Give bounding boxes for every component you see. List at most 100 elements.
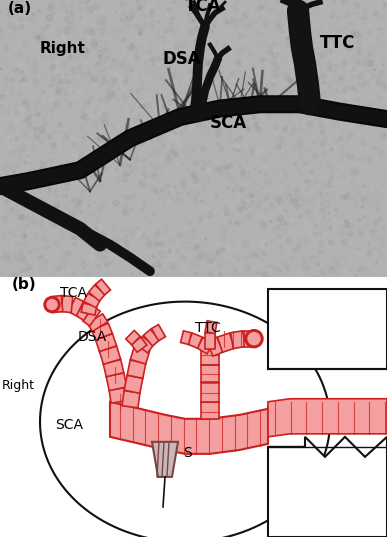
Circle shape: [88, 27, 93, 33]
Circle shape: [88, 115, 92, 119]
Circle shape: [367, 60, 373, 67]
Circle shape: [144, 108, 145, 110]
Circle shape: [218, 223, 224, 229]
Circle shape: [22, 259, 27, 265]
Circle shape: [151, 172, 157, 179]
Circle shape: [154, 259, 159, 264]
Circle shape: [334, 64, 339, 70]
Circle shape: [34, 127, 38, 131]
Circle shape: [219, 171, 224, 176]
Circle shape: [185, 76, 187, 79]
Circle shape: [39, 126, 45, 133]
Circle shape: [362, 84, 364, 86]
Circle shape: [329, 240, 333, 245]
Circle shape: [376, 120, 377, 121]
Circle shape: [11, 209, 14, 212]
Circle shape: [72, 243, 75, 245]
Circle shape: [381, 83, 386, 89]
Circle shape: [245, 109, 247, 111]
Circle shape: [83, 47, 88, 53]
Circle shape: [64, 134, 69, 139]
Circle shape: [80, 158, 85, 163]
Circle shape: [116, 190, 118, 191]
Circle shape: [278, 146, 284, 151]
Circle shape: [113, 249, 116, 252]
Circle shape: [65, 213, 68, 215]
Circle shape: [103, 47, 107, 50]
Circle shape: [29, 198, 31, 201]
Circle shape: [284, 209, 288, 213]
Circle shape: [214, 91, 219, 97]
Circle shape: [81, 115, 86, 120]
Circle shape: [296, 97, 298, 100]
Circle shape: [95, 259, 100, 264]
Circle shape: [151, 213, 154, 216]
Circle shape: [164, 197, 166, 199]
Circle shape: [363, 216, 366, 219]
Circle shape: [347, 244, 350, 246]
Polygon shape: [205, 332, 215, 349]
Circle shape: [237, 233, 241, 237]
Circle shape: [293, 66, 297, 70]
Circle shape: [34, 194, 40, 200]
Text: (b): (b): [12, 277, 37, 292]
Circle shape: [138, 124, 143, 129]
Polygon shape: [144, 329, 159, 346]
Circle shape: [342, 175, 346, 179]
Circle shape: [148, 233, 153, 238]
Circle shape: [332, 0, 335, 2]
Circle shape: [82, 37, 85, 40]
Circle shape: [161, 119, 165, 122]
Circle shape: [72, 101, 74, 103]
Circle shape: [251, 164, 252, 166]
Circle shape: [42, 256, 43, 257]
Circle shape: [234, 269, 236, 271]
Polygon shape: [81, 303, 97, 315]
Circle shape: [27, 115, 31, 119]
Circle shape: [295, 205, 299, 208]
Circle shape: [379, 262, 383, 266]
Circle shape: [354, 89, 355, 91]
Circle shape: [185, 122, 188, 126]
Circle shape: [248, 171, 250, 173]
Circle shape: [159, 75, 164, 80]
Circle shape: [228, 199, 231, 203]
Circle shape: [22, 39, 24, 41]
Circle shape: [245, 81, 250, 87]
Circle shape: [259, 95, 260, 97]
Circle shape: [309, 38, 315, 43]
Circle shape: [3, 46, 9, 52]
Circle shape: [297, 7, 300, 10]
Circle shape: [363, 9, 368, 14]
Circle shape: [55, 202, 60, 208]
Circle shape: [294, 249, 296, 251]
Circle shape: [261, 161, 267, 167]
Circle shape: [75, 238, 77, 241]
Circle shape: [311, 30, 314, 33]
Circle shape: [331, 202, 333, 204]
Circle shape: [158, 261, 161, 264]
Circle shape: [321, 203, 322, 205]
Circle shape: [236, 148, 240, 152]
Circle shape: [91, 99, 93, 101]
Circle shape: [134, 126, 139, 131]
Circle shape: [343, 43, 345, 45]
Circle shape: [158, 21, 160, 24]
Circle shape: [65, 16, 70, 22]
Circle shape: [296, 244, 301, 249]
Circle shape: [265, 243, 267, 245]
Circle shape: [368, 61, 373, 66]
Circle shape: [67, 183, 70, 186]
Circle shape: [276, 162, 277, 163]
Circle shape: [171, 149, 175, 153]
Circle shape: [133, 117, 138, 122]
Circle shape: [241, 74, 244, 77]
Circle shape: [88, 71, 91, 76]
Circle shape: [294, 162, 297, 165]
Circle shape: [141, 243, 144, 245]
Circle shape: [243, 12, 249, 18]
Circle shape: [26, 107, 31, 112]
Circle shape: [16, 210, 19, 214]
Circle shape: [147, 242, 152, 248]
Circle shape: [157, 2, 159, 4]
